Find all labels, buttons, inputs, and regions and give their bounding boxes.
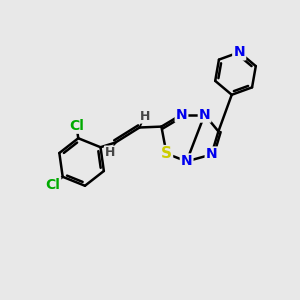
- Text: H: H: [140, 110, 150, 123]
- Text: N: N: [233, 45, 245, 59]
- Text: N: N: [181, 154, 192, 168]
- Text: N: N: [206, 148, 217, 161]
- Text: Cl: Cl: [45, 178, 60, 191]
- Text: N: N: [233, 45, 245, 59]
- Text: S: S: [161, 146, 172, 161]
- Text: N: N: [199, 108, 210, 122]
- Text: Cl: Cl: [69, 119, 84, 133]
- Text: H: H: [105, 146, 115, 160]
- Text: N: N: [176, 108, 187, 122]
